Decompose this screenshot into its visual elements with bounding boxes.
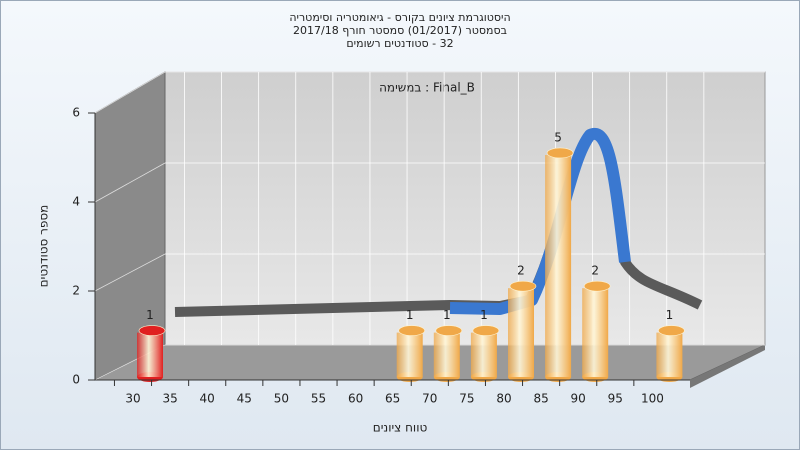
x-tick-label: 95 [608,392,623,406]
bar-top [472,325,500,336]
x-tick-label: 35 [162,392,177,406]
bar [433,332,460,377]
bar [137,332,163,377]
y-tick-label: 0 [72,373,80,387]
bar [656,332,683,377]
y-tick-label: 4 [72,195,80,209]
bar-top [658,325,685,336]
subtitle: Final_B : במשימה [379,81,475,95]
x-tick-label: 60 [348,392,363,406]
data-label: 5 [554,130,562,144]
x-tick-label: 70 [422,392,437,406]
x-axis-label: טווח ציונים [373,421,428,435]
title-line: 32 - סטודנטים רשומים [346,37,453,50]
title-line: בסמסטר (01/2017) סמסטר חורף 2017/18 [293,24,507,37]
grid-line [94,71,166,114]
bar-top [138,325,166,336]
title-line: היסטוגרמת ציונים בקורס - גיאומטריה וסימט… [289,11,510,24]
grid-line [94,253,166,292]
grid [94,71,765,381]
x-tick-label: 55 [311,392,326,406]
bar-top [583,280,611,292]
y-tick-label: 6 [72,106,80,120]
x-tick-label: 45 [237,392,252,406]
bar [396,332,423,377]
x-tick-label: 85 [533,392,548,406]
floor-edge [690,345,765,388]
data-label: 2 [591,264,599,278]
data-label: 1 [443,308,451,322]
y-axis-label: מספר סטודנטים [37,205,51,288]
bar-top [435,325,463,336]
x-tick-label: 80 [496,392,511,406]
y-tick-label: 2 [72,284,80,298]
data-label: 1 [146,308,154,322]
data-label: 1 [480,308,488,322]
x-tick-label: 50 [274,392,289,406]
x-tick-label: 30 [125,392,140,406]
bar [582,288,609,377]
bar [508,288,534,377]
data-label: 1 [666,308,674,322]
bar [470,332,497,377]
data-label: 2 [517,264,525,278]
bars: 1 1 1 1 2 5 2 1 [137,130,685,382]
x-tick-label: 40 [200,392,215,406]
bar-top [509,280,537,292]
x-tick-label: 90 [571,392,586,406]
bar [545,154,572,377]
x-tick-label: 65 [385,392,400,406]
grid-line [94,162,166,203]
bar-top [398,325,426,336]
x-tick-label: 100 [641,392,664,406]
x-tick-label: 75 [459,392,474,406]
bar-top [546,147,574,159]
data-label: 1 [406,308,414,322]
